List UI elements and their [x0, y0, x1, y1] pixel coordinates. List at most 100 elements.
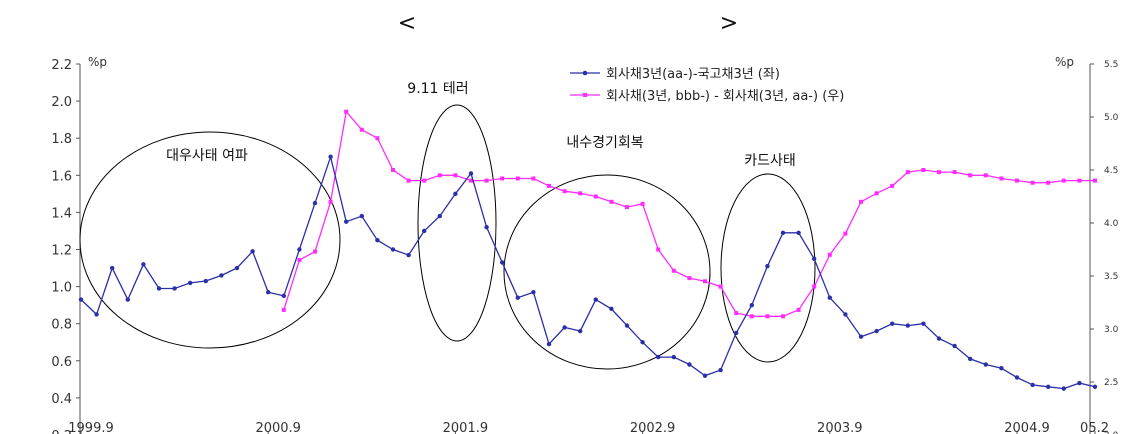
data-point — [484, 225, 489, 230]
y-left-tick-label: 0.8 — [51, 318, 72, 333]
data-point — [110, 265, 115, 271]
data-point — [827, 252, 832, 257]
data-point — [640, 340, 645, 345]
data-point — [593, 297, 598, 302]
data-point — [765, 263, 770, 269]
data-point — [843, 312, 848, 317]
data-point — [671, 268, 676, 273]
chart-title-right: > — [720, 11, 738, 36]
data-point — [718, 284, 723, 289]
data-point — [749, 302, 754, 308]
data-point — [937, 170, 941, 175]
data-point — [547, 183, 551, 188]
annotation-ellipse-card — [720, 173, 816, 363]
data-point — [344, 109, 349, 114]
data-point — [859, 199, 863, 204]
annotation-ellipse-daewoo — [79, 131, 341, 349]
series-aa-spread — [78, 154, 1098, 391]
data-point — [718, 367, 723, 373]
data-point — [281, 293, 286, 299]
data-point — [391, 168, 395, 172]
y-right-ticks: 2.0 2.5 3.0 3.5 4.0 4.5 5.0 5.5 — [1090, 60, 1119, 434]
y-right-tick-label: 4.5 — [1104, 166, 1118, 176]
data-point — [578, 191, 583, 196]
data-point — [422, 228, 427, 234]
data-point — [781, 314, 785, 319]
legend-label-aa-spread: 회사채3년(aa-)-국고채3년 (좌) — [606, 67, 780, 82]
data-point — [500, 260, 505, 265]
data-point — [562, 325, 567, 330]
annotation-ellipse-911 — [417, 104, 497, 342]
y-right-tick-label: 4.0 — [1104, 219, 1119, 229]
data-point — [453, 173, 458, 178]
data-point — [905, 323, 910, 328]
y-left-tick-label: 1.0 — [51, 281, 72, 296]
y-right-tick-label: 3.5 — [1104, 272, 1118, 282]
data-point — [1030, 382, 1035, 388]
legend-marker-bbb-spread — [583, 93, 587, 97]
y-right-unit: %p — [1055, 55, 1074, 69]
legend-label-bbb-spread: 회사채(3년, bbb-) - 회사채(3년, aa-) (우) — [606, 89, 844, 104]
x-tick-label: 2000.9 — [255, 421, 301, 434]
annotation-ellipse-domestic — [503, 174, 711, 370]
data-point — [578, 328, 583, 334]
x-tick-label: 1999.9 — [68, 421, 114, 434]
data-point — [749, 314, 754, 319]
data-point — [812, 284, 817, 289]
data-point — [500, 176, 505, 181]
data-point — [983, 173, 988, 178]
data-point — [1046, 180, 1051, 185]
data-point — [437, 173, 442, 178]
data-point — [609, 199, 614, 204]
y-right-tick-label: 3.0 — [1104, 325, 1119, 335]
data-point — [375, 238, 380, 243]
data-point — [78, 297, 84, 302]
chart-title-left: < — [398, 11, 416, 36]
x-tick-label: 2001.9 — [443, 421, 489, 434]
data-point — [780, 230, 786, 236]
y-left-tick-label: 1.8 — [51, 132, 72, 147]
data-point — [266, 289, 271, 295]
y-right-tick-label: 5.0 — [1104, 113, 1119, 123]
data-point — [1030, 180, 1035, 185]
y-left-ticks: 0.2 0.4 0.6 0.8 1.0 1.2 1.4 1.6 1.8 2.0 2.2 — [51, 58, 80, 434]
data-point — [734, 330, 739, 336]
data-point — [344, 219, 349, 224]
data-point — [656, 354, 661, 360]
data-point — [593, 194, 598, 199]
data-point — [796, 307, 801, 312]
y-left-tick-label: 1.2 — [51, 244, 72, 259]
data-point — [999, 366, 1004, 371]
data-point — [734, 311, 739, 316]
legend: 회사채3년(aa-)-국고채3년 (좌) 회사채(3년, bbb-) - 회사채… — [570, 67, 844, 104]
data-point — [469, 178, 473, 183]
data-point — [671, 354, 676, 360]
data-point — [437, 213, 442, 219]
data-point — [1061, 178, 1066, 183]
data-point — [328, 154, 333, 159]
data-point — [328, 199, 333, 204]
data-point — [515, 176, 520, 181]
data-point — [234, 265, 240, 271]
data-point — [687, 362, 692, 367]
data-point — [531, 289, 536, 295]
data-point — [141, 262, 146, 267]
y-right-tick-label: 2.5 — [1104, 378, 1118, 388]
data-point — [1093, 178, 1097, 183]
data-point — [406, 252, 411, 258]
data-point — [874, 191, 879, 196]
y-left-tick-label: 0.2 — [51, 429, 72, 434]
x-ticks: 1999.9 2000.9 2001.9 2002.9 2003.9 2004.9 05.2 — [68, 421, 1109, 434]
data-point — [609, 306, 614, 312]
data-point — [921, 321, 926, 326]
y-left-tick-label: 2.2 — [51, 58, 72, 73]
data-point — [156, 286, 162, 291]
legend-marker-aa-spread — [582, 70, 588, 76]
y-right-tick-label: 5.5 — [1104, 60, 1118, 70]
annotation-911: 9.11 테러 — [407, 81, 468, 97]
data-point — [1077, 178, 1082, 183]
data-point — [1046, 384, 1051, 389]
annotation-domestic: 내수경기회복 — [566, 135, 643, 151]
data-point — [624, 323, 630, 328]
